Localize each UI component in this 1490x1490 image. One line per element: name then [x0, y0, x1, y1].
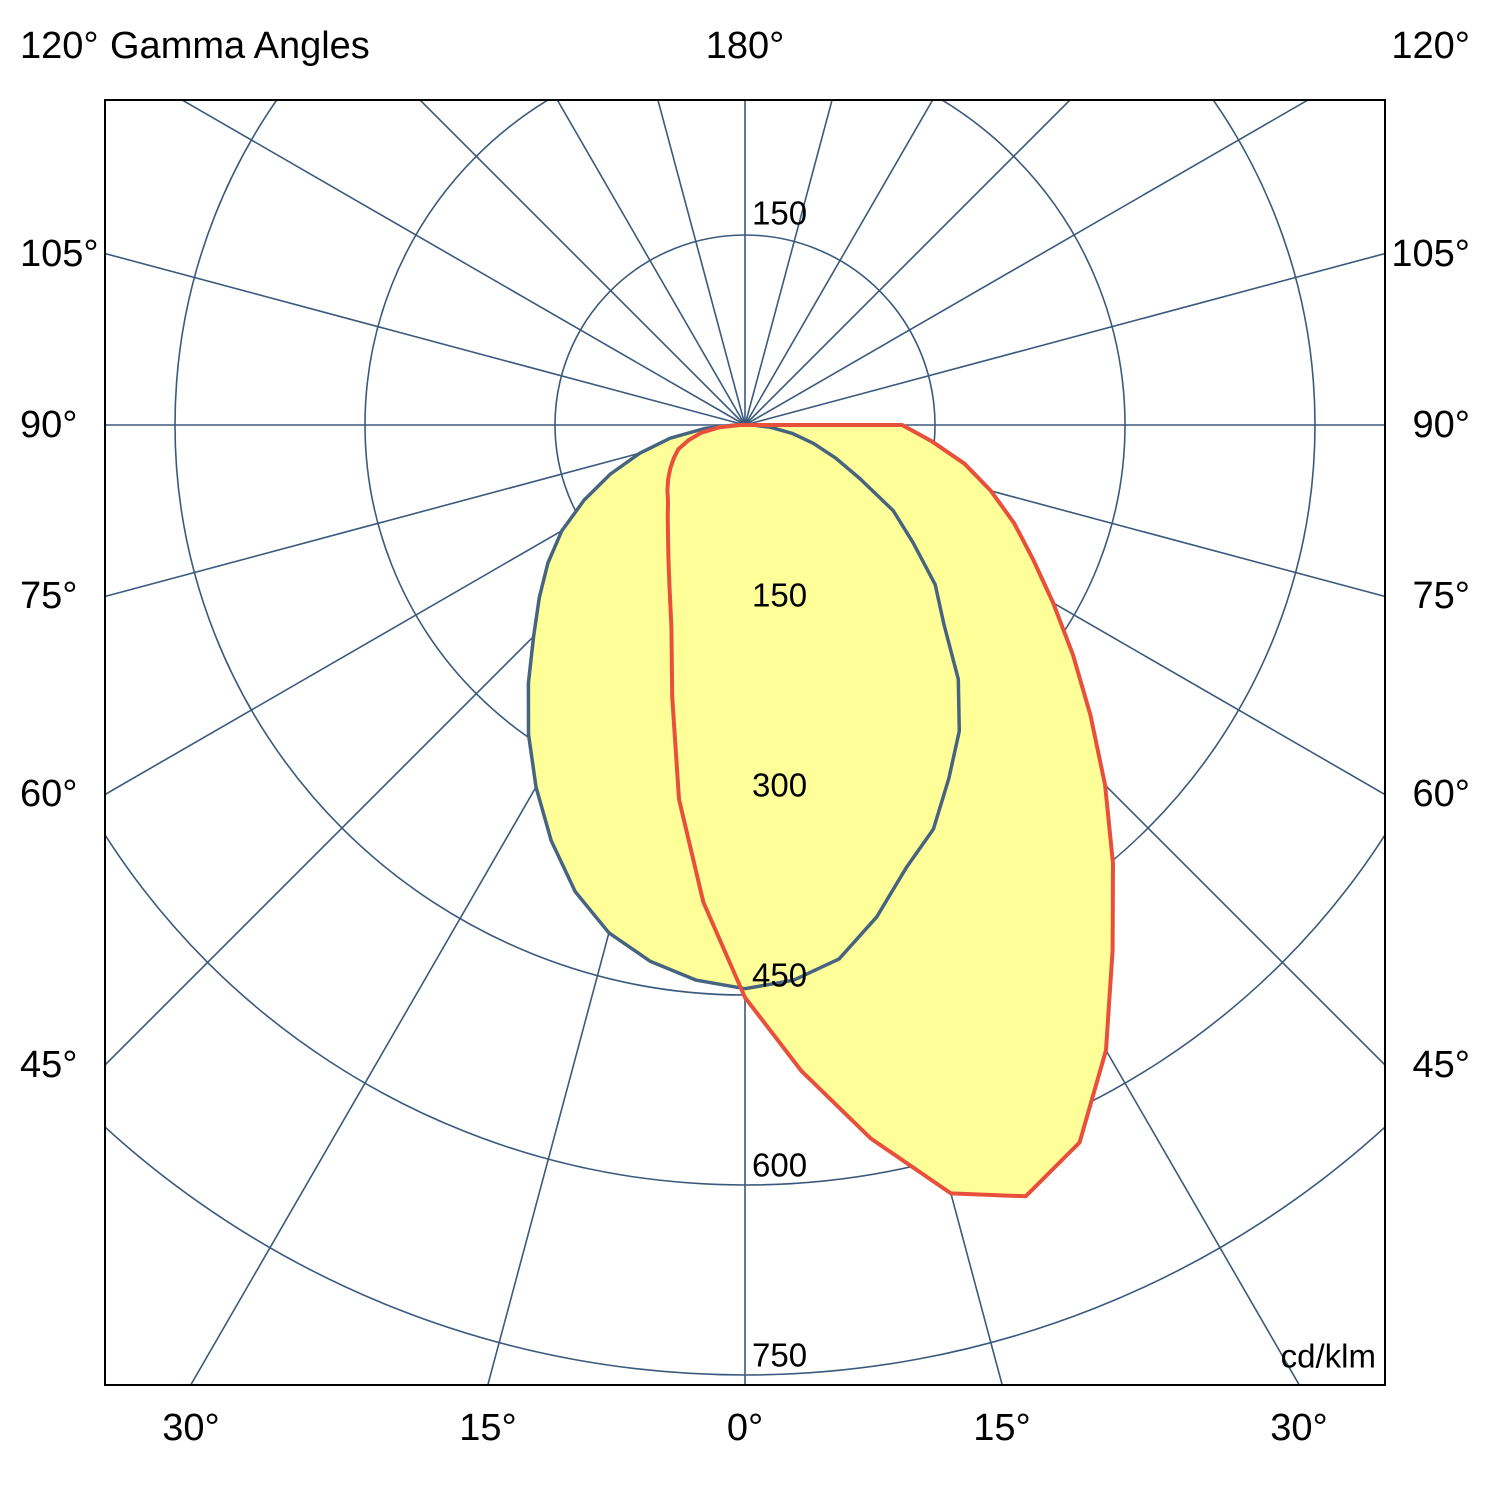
grid-ray: [105, 424, 746, 796]
grid-ray: [418, 100, 746, 426]
grid-ray: [105, 424, 746, 598]
unit-label: cd/klm: [1281, 1338, 1376, 1375]
angle-label-bottom: 15°: [459, 1407, 516, 1449]
angle-label-left: 45°: [20, 1044, 77, 1086]
angle-label-bottom: 30°: [162, 1407, 219, 1449]
curve-c0-c180-outline: [526, 423, 962, 991]
intensity-curves: [526, 423, 1115, 1199]
grid-ray: [556, 100, 746, 426]
ring-label: 600: [752, 1147, 807, 1184]
angle-label-top: 180°: [706, 25, 785, 67]
angle-label-bottom: 0°: [727, 1407, 763, 1449]
grid-ray: [180, 100, 746, 426]
angle-label-right: 120°: [1391, 25, 1470, 67]
angle-label-right: 90°: [1413, 404, 1470, 446]
angle-label-right: 105°: [1391, 233, 1470, 275]
grid-ray: [744, 252, 1385, 426]
grid-ray: [744, 100, 934, 426]
angle-label-right: 60°: [1413, 773, 1470, 815]
curve-c90-c270-fill: [667, 425, 1113, 1197]
angle-label-right: 75°: [1413, 575, 1470, 617]
plot-border: [104, 99, 1386, 1386]
chart-title: Gamma Angles: [110, 25, 370, 67]
ring-label: 300: [752, 767, 807, 804]
grid-ray: [657, 100, 746, 426]
grid-ray: [744, 100, 1310, 426]
angle-label-left: 120°: [20, 25, 99, 67]
grid-ray: [744, 100, 833, 426]
ring-label: 150: [752, 195, 807, 232]
grid-ray: [744, 100, 1072, 426]
angle-label-bottom: 15°: [973, 1407, 1030, 1449]
angle-label-left: 105°: [20, 233, 99, 275]
labels-layer: Gamma Angles 180° 120° 120° 105° 105° 90° 90° 75…: [20, 25, 1470, 1449]
angle-label-bottom: 30°: [1270, 1407, 1327, 1449]
ring-label: 750: [752, 1337, 807, 1374]
angle-label-left: 90°: [20, 404, 77, 446]
grid-ray: [105, 252, 746, 426]
ring-label: 450: [752, 957, 807, 994]
angle-label-right: 45°: [1413, 1044, 1470, 1086]
ring-label: 150: [752, 577, 807, 614]
angle-label-left: 75°: [20, 575, 77, 617]
angle-label-left: 60°: [20, 773, 77, 815]
curve-c90-c270-outline: [665, 423, 1115, 1199]
